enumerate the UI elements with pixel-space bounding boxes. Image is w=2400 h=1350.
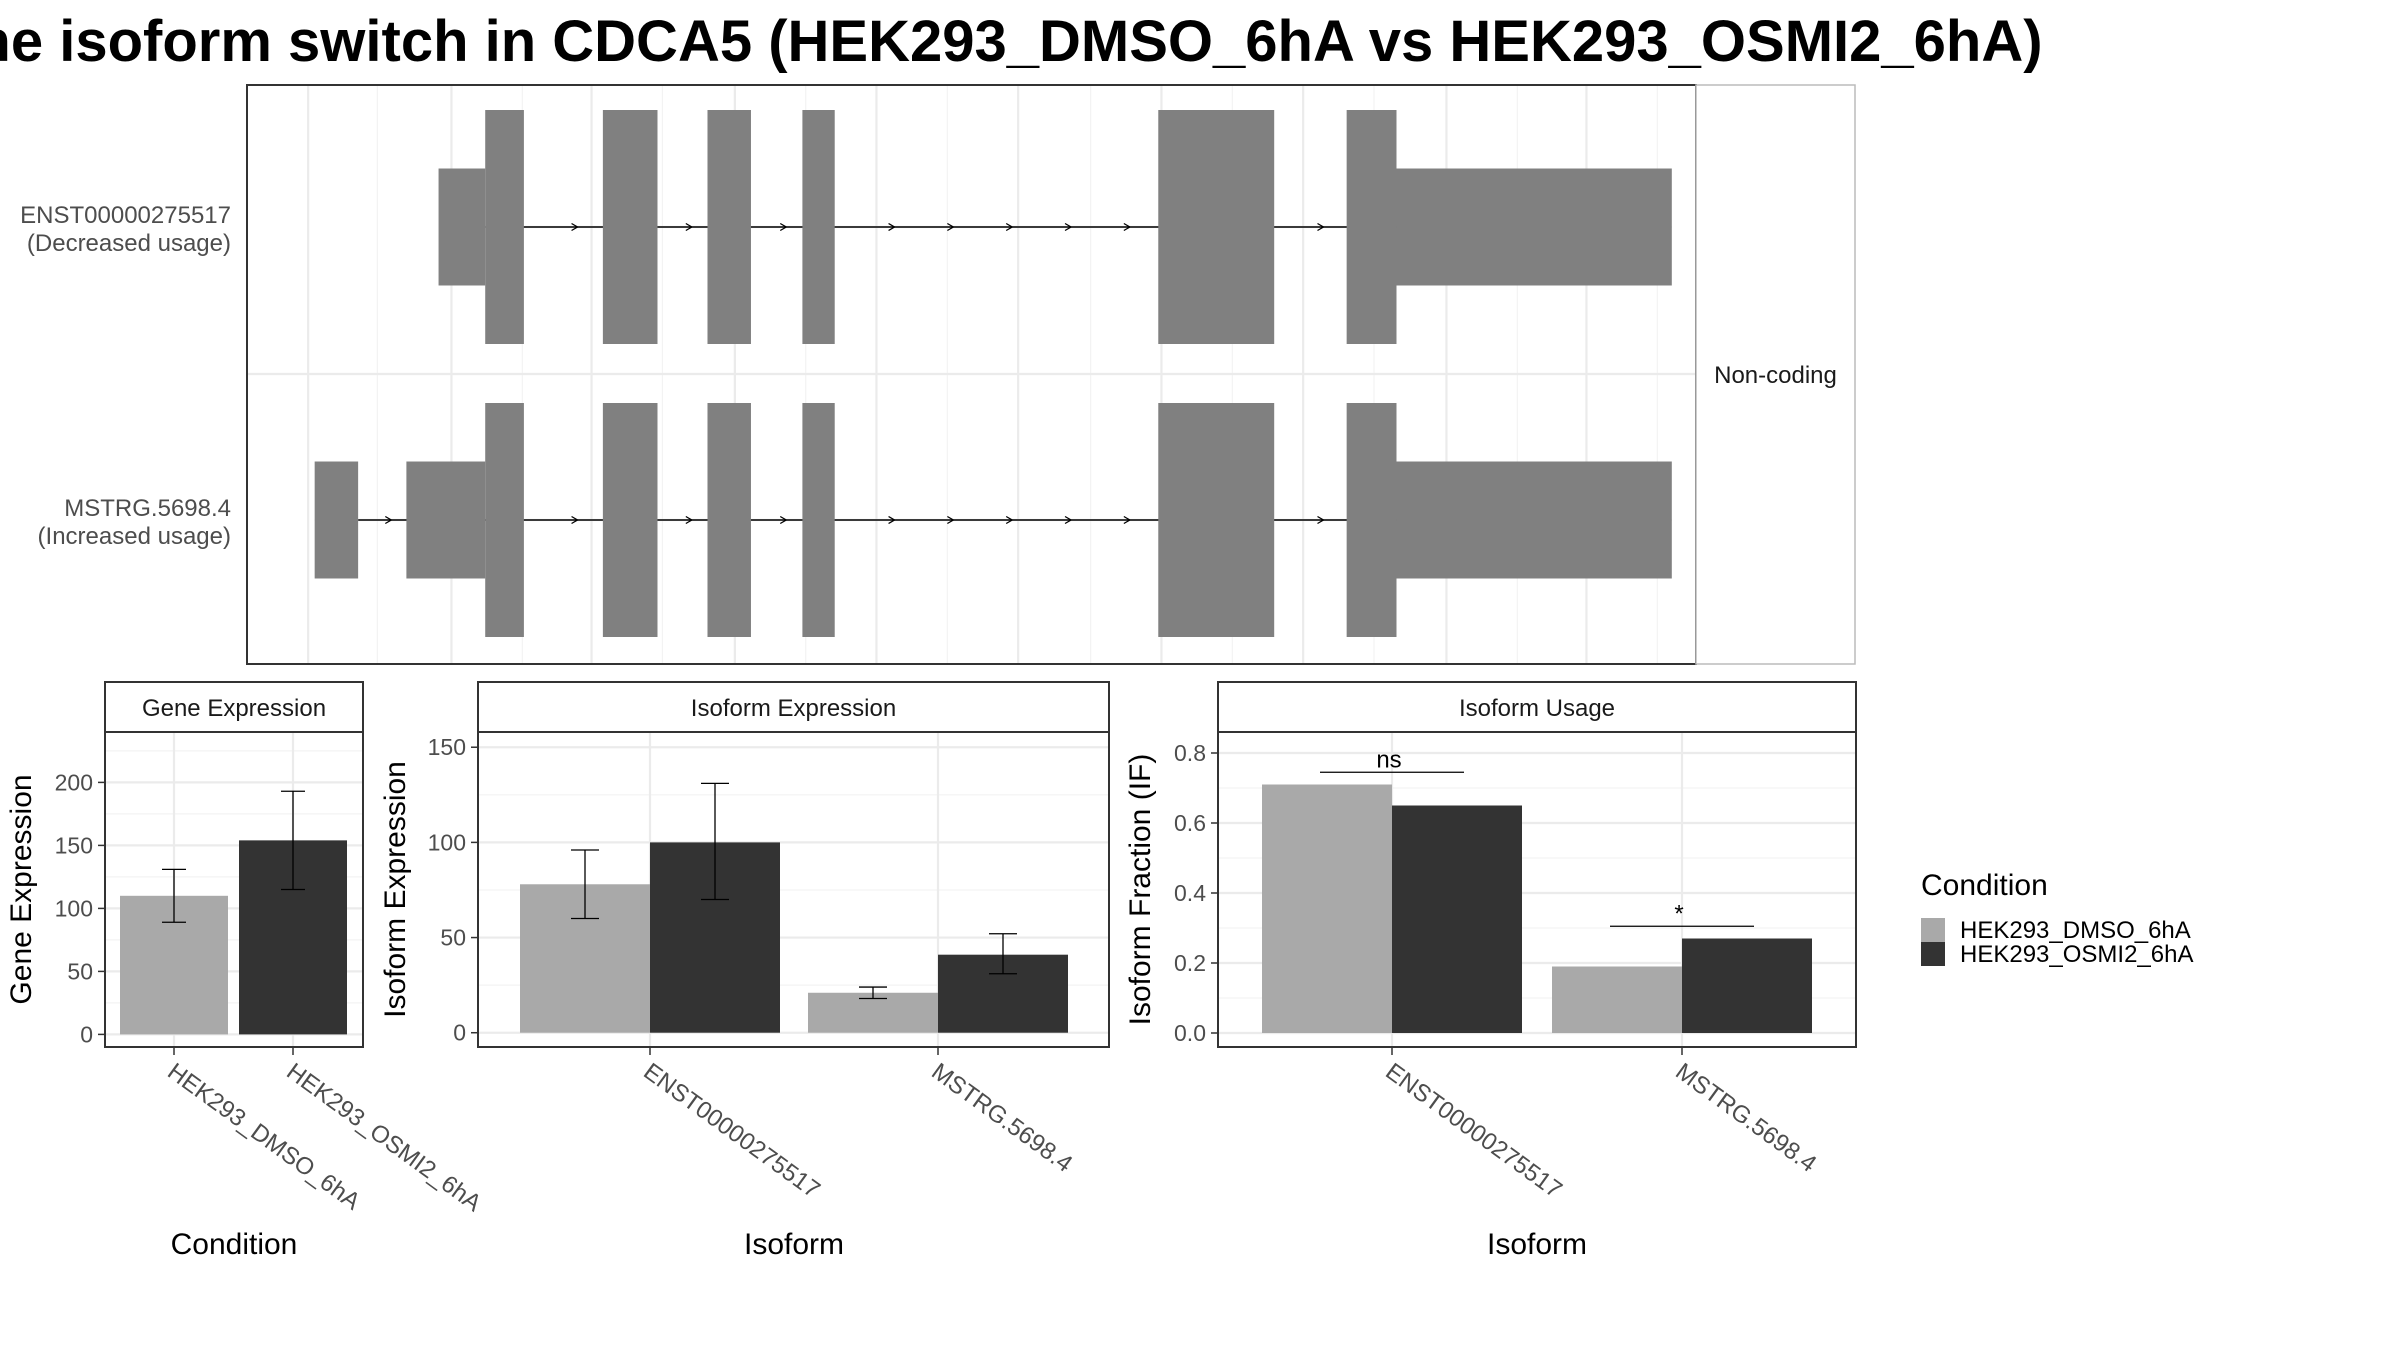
- strip-label-non-coding: Non-coding: [1714, 362, 1837, 389]
- gene-expression-x-tick-label: HEK293_DMSO_6hA: [162, 1058, 365, 1216]
- exon-coding: [602, 403, 658, 637]
- gene-expression-strip-label: Gene Expression: [142, 695, 326, 722]
- exon-coding: [802, 403, 835, 637]
- exon-coding: [707, 403, 751, 637]
- intron-arrow: [1005, 515, 1014, 525]
- exon-utr: [1396, 461, 1672, 579]
- isoform-usage-strip-box: [1217, 681, 1857, 733]
- legend-title: Condition: [1921, 869, 2048, 902]
- intron-arrow: [947, 515, 955, 525]
- intron-arrow: [685, 222, 694, 232]
- isoform-usage-bar: [1392, 805, 1522, 1033]
- isoform-usage-y-tick-label: 0.8: [1174, 740, 1206, 766]
- gene-expression-y-axis-label: Gene Expression: [5, 774, 38, 1004]
- exon-utr: [406, 461, 486, 579]
- isoform-expression-y-tick-label: 0: [453, 1020, 466, 1046]
- intron-arrow: [685, 515, 694, 525]
- intron-arrow: [1317, 515, 1325, 525]
- gene-expression-x-axis-label: Condition: [171, 1228, 298, 1261]
- intron-arrow: [1123, 222, 1132, 232]
- gene-expression-y-tick-label: 100: [55, 895, 93, 921]
- exon-utr: [314, 461, 359, 579]
- exon-coding: [1346, 110, 1397, 344]
- gene-expression-y-tick-label: 200: [55, 769, 93, 795]
- exon-coding: [707, 110, 751, 344]
- isoform-expression-y-tick-label: 150: [428, 734, 466, 760]
- gene-expression-y-tick-label: 150: [55, 832, 93, 858]
- isoform-usage-bar: [1262, 784, 1392, 1033]
- legend-label: HEK293_DMSO_6hA: [1960, 917, 2191, 944]
- isoform-usage-x-tick-label: MSTRG.5698.4: [1670, 1058, 1821, 1178]
- intron-arrow: [571, 515, 579, 525]
- gene-expression-strip-box: [104, 681, 364, 733]
- isoform-usage-y-tick-label: 0.2: [1174, 950, 1206, 976]
- isoform-expression-strip-label: Isoform Expression: [691, 695, 896, 722]
- intron-arrow: [1005, 222, 1014, 232]
- isoform-usage-bar: [1682, 938, 1812, 1033]
- isoform-usage-y-tick-label: 0.4: [1174, 880, 1206, 906]
- intron-arrow: [571, 222, 579, 232]
- exon-coding: [485, 403, 524, 637]
- exon-coding: [485, 110, 524, 344]
- gene-expression-y-tick-label: 0: [80, 1021, 93, 1047]
- intron-arrow: [1064, 515, 1073, 525]
- legend-swatch: [1921, 918, 1945, 942]
- gene-strip-box: [1695, 84, 1856, 665]
- intron-arrow: [779, 515, 788, 525]
- isoform-expression-x-axis-label: Isoform: [744, 1228, 844, 1261]
- isoform-usage-y-tick-label: 0.0: [1174, 1020, 1206, 1046]
- isoform-usage-x-axis-label: Isoform: [1487, 1228, 1587, 1261]
- isoform-expression-bar: [808, 992, 938, 1033]
- intron-arrow: [779, 222, 788, 232]
- isoform-usage-y-axis-label: Isoform Fraction (IF): [1124, 754, 1157, 1026]
- intron-arrow: [888, 222, 896, 232]
- isoform-usage-significance-label: *: [1674, 900, 1683, 927]
- isoform-expression-y-axis-label: Isoform Expression: [379, 761, 412, 1018]
- isoform-name-label: MSTRG.5698.4: [64, 495, 231, 522]
- page-title: The isoform switch in CDCA5 (HEK293_DMSO…: [0, 9, 2043, 74]
- gene-expression-x-tick-label: HEK293_OSMI2_6hA: [281, 1058, 486, 1217]
- exon-utr: [438, 168, 486, 286]
- exon-coding: [602, 110, 658, 344]
- exon-coding: [1158, 403, 1275, 637]
- isoform-expression-y-tick-label: 100: [428, 829, 466, 855]
- intron-arrow: [947, 222, 955, 232]
- isoform-name-label: ENST00000275517: [20, 202, 231, 229]
- intron-arrow: [1064, 222, 1073, 232]
- intron-arrow: [888, 515, 896, 525]
- isoform-usage-label: (Increased usage): [38, 523, 231, 550]
- isoform-usage-bar: [1552, 966, 1682, 1033]
- legend-swatch: [1921, 942, 1945, 966]
- gene-expression-y-tick-label: 50: [67, 958, 93, 984]
- isoform-expression-y-tick-label: 50: [440, 925, 466, 951]
- isoform-usage-label: (Decreased usage): [27, 230, 231, 257]
- isoform-usage-strip-label: Isoform Usage: [1459, 695, 1615, 722]
- exon-coding: [1158, 110, 1275, 344]
- exon-coding: [1346, 403, 1397, 637]
- intron-arrow: [384, 515, 393, 525]
- isoform-expression-strip-box: [477, 681, 1110, 733]
- intron-arrow: [1123, 515, 1132, 525]
- isoform-usage-significance-label: ns: [1376, 746, 1401, 773]
- exon-utr: [1396, 168, 1672, 286]
- isoform-expression-x-tick-label: ENST00000275517: [638, 1058, 824, 1204]
- legend-label: HEK293_OSMI2_6hA: [1960, 941, 2193, 968]
- exon-coding: [802, 110, 835, 344]
- isoform-expression-x-tick-label: MSTRG.5698.4: [926, 1058, 1077, 1178]
- isoform-usage-y-tick-label: 0.6: [1174, 810, 1206, 836]
- isoform-usage-x-tick-label: ENST00000275517: [1380, 1058, 1566, 1204]
- intron-arrow: [1317, 222, 1325, 232]
